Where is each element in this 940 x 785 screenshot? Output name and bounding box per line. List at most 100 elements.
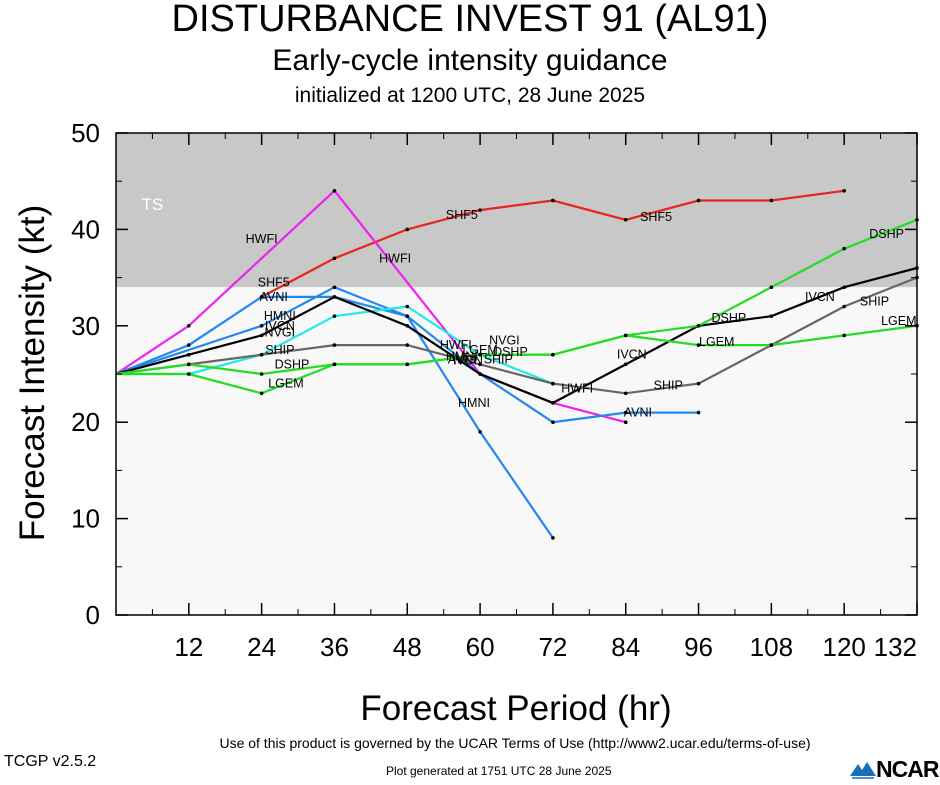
y-tick-label: 10 — [71, 504, 100, 534]
data-point-dshp — [696, 324, 701, 328]
series-label-nvgi: NVGI — [265, 326, 296, 340]
data-point-lgem — [623, 333, 628, 338]
series-label-ivcn: IVCN — [805, 290, 835, 304]
data-point-hmni — [478, 430, 482, 434]
series-label-hwfi: HWFI — [561, 381, 593, 395]
series-label-avni: AVNI — [448, 353, 476, 367]
band-label: TS — [142, 195, 164, 214]
data-point-hmni — [551, 536, 555, 540]
data-point-shf5 — [696, 198, 701, 203]
data-point-ivcn — [259, 333, 264, 338]
data-point-ship — [551, 381, 555, 386]
series-label-dshp: DSHP — [275, 357, 310, 371]
data-point-hmni — [405, 314, 410, 318]
data-point-ivcn — [332, 295, 337, 299]
data-point-shf5 — [769, 198, 774, 203]
data-point-shf5 — [405, 227, 410, 232]
data-point-lgem — [696, 343, 701, 347]
series-label-ivcn: IVCN — [617, 348, 647, 362]
series-label-ivcn: IVCN — [265, 319, 295, 333]
series-label-hwfi: HWFI — [246, 232, 278, 246]
series-label-shf5: SHF5 — [258, 275, 290, 289]
data-point-dshp — [769, 285, 774, 290]
y-axis-label: Forecast Intensity (kt) — [13, 205, 52, 541]
data-point-hwfi — [332, 189, 337, 193]
data-point-avni — [623, 410, 628, 415]
series-label-dshp: DSHP — [869, 227, 904, 241]
data-point-lgem — [259, 391, 264, 396]
series-label-hmni: HMNI — [458, 396, 490, 410]
data-point-nvgi — [332, 314, 337, 318]
version-label: TCGP v2.5.2 — [4, 753, 97, 770]
data-point-hwfi — [623, 420, 628, 425]
series-line-hmni — [115, 285, 554, 539]
data-point-ship — [842, 304, 846, 309]
data-point-ivcn — [842, 285, 846, 290]
data-point-shf5 — [623, 217, 628, 222]
data-point-ivcn — [551, 401, 555, 405]
x-tick-label: 60 — [466, 632, 495, 662]
series-label-hwfi: HWFI — [379, 251, 411, 265]
data-point-lgem — [478, 352, 482, 357]
data-point-shf5 — [332, 256, 337, 261]
data-point-ivcn — [623, 362, 628, 367]
data-point-hwfi — [187, 324, 191, 328]
data-point-ivcn — [405, 324, 410, 328]
data-point-ivcn — [769, 314, 774, 318]
series-line-lgem — [116, 324, 918, 395]
series-label-lgem: LGEM — [881, 314, 916, 328]
chart-initialized-time: initialized at 1200 UTC, 28 June 2025 — [294, 84, 646, 107]
data-point-ship — [623, 391, 628, 396]
series-label-ship: SHIP — [654, 379, 683, 393]
x-tick-label: 108 — [750, 632, 793, 662]
series-label-nvgi: NVGI — [489, 333, 520, 347]
series-label-ship: SHIP — [860, 295, 889, 309]
ncar-logo: NCAR — [848, 756, 940, 782]
x-tick-label: 84 — [611, 632, 640, 662]
y-tick-label: 20 — [71, 407, 100, 437]
series-label-lgem: LGEM — [699, 335, 734, 349]
data-point-lgem — [551, 352, 555, 357]
ncar-logo-mark-icon — [850, 762, 876, 779]
series-label-hmni: HMNI — [264, 309, 296, 323]
x-axis-label: Forecast Period (hr) — [360, 689, 671, 728]
y-tick-label: 50 — [71, 118, 100, 148]
data-point-lgem — [842, 333, 846, 338]
data-point-shf5 — [551, 198, 555, 203]
data-point-lgem — [405, 362, 410, 367]
data-point-lgem — [769, 343, 774, 347]
data-point-nvgi — [405, 304, 410, 309]
x-tick-label: 24 — [247, 632, 276, 662]
series-label-lgem: LGEM — [268, 377, 303, 391]
data-point-ship — [259, 352, 264, 357]
series-label-dshp: DSHP — [712, 311, 747, 325]
terms-of-use-notice: Use of this product is governed by the U… — [219, 735, 811, 751]
data-point-avni — [551, 420, 555, 425]
data-point-hmni — [332, 285, 337, 290]
series-label-avni: AVNI — [624, 406, 652, 420]
y-tick-label: 0 — [86, 600, 100, 630]
data-point-lgem — [187, 372, 191, 376]
data-point-avni — [187, 343, 191, 347]
plot-generated-timestamp: Plot generated at 1751 UTC 28 June 2025 — [386, 764, 612, 778]
data-point-ivcn — [478, 372, 482, 376]
data-point-dshp — [259, 372, 264, 376]
data-point-avni — [696, 410, 701, 415]
series-label-hmni: HMNI — [446, 350, 478, 364]
x-tick-label: 96 — [684, 632, 713, 662]
data-point-shf5 — [842, 189, 846, 193]
x-tick-label: 132 — [874, 632, 917, 662]
intensity-band-0 — [116, 133, 917, 288]
data-point-ivcn — [187, 352, 191, 357]
ncar-logo-text: NCAR — [876, 756, 939, 782]
x-tick-label: 48 — [393, 632, 422, 662]
x-tick-label: 72 — [538, 632, 567, 662]
series-label-avni: AVNI — [260, 290, 288, 304]
chart-subtitle: Early-cycle intensity guidance — [272, 44, 668, 77]
series-label-shf5: SHF5 — [446, 208, 478, 222]
series-label-ship: SHIP — [265, 343, 294, 357]
series-label-ship: SHIP — [484, 353, 513, 367]
x-tick-label: 12 — [174, 632, 203, 662]
series-label-ivcn: IVCN — [453, 354, 483, 368]
